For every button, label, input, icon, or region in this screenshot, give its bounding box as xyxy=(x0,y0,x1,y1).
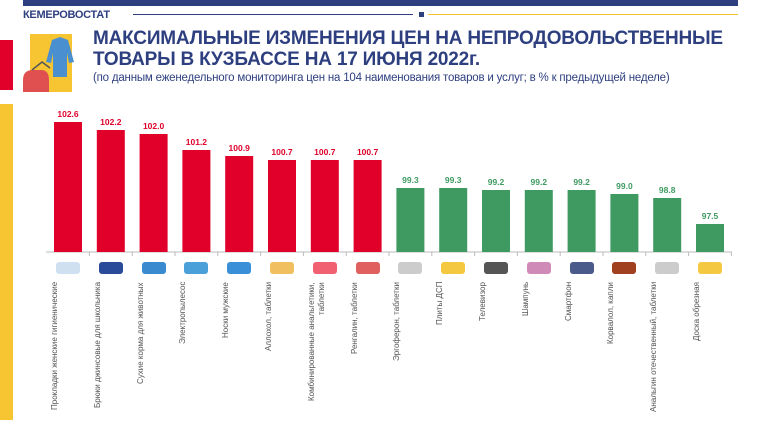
bar xyxy=(524,190,553,252)
category-label: Ренгалин, таблетки xyxy=(349,282,359,354)
pill-pack-icon xyxy=(270,258,294,274)
bar xyxy=(182,150,211,252)
category-label: Телевизор xyxy=(478,282,487,321)
bar xyxy=(54,122,82,252)
sock-icon xyxy=(227,258,252,274)
category-label: Брюки джинсовые для школьника xyxy=(92,282,102,409)
data-label: 101.2 xyxy=(186,137,208,147)
blister-icon xyxy=(655,258,680,274)
category-label: Шампунь xyxy=(520,282,530,317)
divider-square xyxy=(419,12,424,17)
shampoo-icon xyxy=(526,258,551,274)
page-title: МАКСИМАЛЬНЫЕ ИЗМЕНЕНИЯ ЦЕН НА НЕПРОДОВОЛ… xyxy=(93,28,753,70)
board-icon xyxy=(698,258,722,274)
category-label: Аллохол, таблетки xyxy=(264,282,273,352)
blister-icon xyxy=(398,258,423,274)
data-label: 102.6 xyxy=(57,109,79,119)
data-label: 99.3 xyxy=(402,175,419,185)
data-label: 99.0 xyxy=(616,181,633,191)
bar xyxy=(139,134,168,252)
subtitle: (по данным еженедельного мониторинга цен… xyxy=(93,72,670,84)
bar xyxy=(653,198,682,252)
pet-food-bowl-icon xyxy=(141,258,166,274)
board-icon xyxy=(441,258,466,274)
data-label: 102.2 xyxy=(100,117,122,127)
category-label: Плиты ДСП xyxy=(435,282,445,326)
bar xyxy=(567,190,596,252)
jeans-icon xyxy=(98,258,123,274)
bar xyxy=(396,188,425,252)
pill-box-icon xyxy=(355,258,380,274)
data-label: 100.7 xyxy=(357,147,379,157)
category-label: Сухие корма для животных xyxy=(135,282,145,384)
category-label: Анальгин отечественный, таблетки xyxy=(649,282,659,413)
bar xyxy=(439,188,468,252)
data-label: 99.3 xyxy=(445,175,462,185)
data-label: 100.9 xyxy=(229,143,251,153)
category-label: Прокладки женские гигиенические xyxy=(50,282,59,411)
side-accent-yellow xyxy=(0,104,13,420)
divider xyxy=(428,14,738,15)
bar xyxy=(96,130,125,252)
tv-icon xyxy=(484,258,508,274)
bar xyxy=(610,194,639,252)
bar xyxy=(268,160,296,252)
bar xyxy=(482,190,510,252)
data-label: 102.0 xyxy=(143,121,165,131)
data-label: 99.2 xyxy=(531,177,548,187)
title-line: ТОВАРЫ В КУЗБАССЕ НА 17 ИЮНЯ 2022г. xyxy=(93,49,480,70)
bar xyxy=(225,156,254,252)
data-label: 98.8 xyxy=(659,185,676,195)
vacuum-cleaner-icon xyxy=(184,258,209,274)
category-label: Доска обрезная xyxy=(692,282,701,341)
data-label: 100.7 xyxy=(314,147,336,157)
data-label: 100.7 xyxy=(271,147,293,157)
bar xyxy=(310,160,339,252)
pad-icon xyxy=(56,258,80,274)
side-accent-red xyxy=(0,40,13,90)
top-bar xyxy=(23,0,738,6)
bar xyxy=(353,160,382,252)
category-label: Комбинированные анальгетики, таблетки xyxy=(306,282,326,401)
wardrobe-illustration-icon xyxy=(23,34,74,92)
pills-icon xyxy=(312,258,337,274)
org-name: КЕМЕРОВОСТАТ xyxy=(23,9,110,21)
drops-bottle-icon xyxy=(612,258,637,274)
category-label: Носки мужские xyxy=(221,282,231,338)
title-line: МАКСИМАЛЬНЫЕ ИЗМЕНЕНИЯ ЦЕН НА НЕПРОДОВОЛ… xyxy=(93,28,723,49)
smartphone-icon xyxy=(569,258,594,274)
category-label: Смартфон xyxy=(563,282,573,322)
divider xyxy=(133,14,413,15)
category-label: Корвалол, капли xyxy=(606,282,616,344)
category-label: Электропылесос xyxy=(178,282,188,345)
data-label: 97.5 xyxy=(702,211,719,221)
data-label: 99.2 xyxy=(488,177,505,187)
category-label: Эргоферон, таблетки xyxy=(392,282,402,361)
data-label: 99.2 xyxy=(573,177,590,187)
bar xyxy=(696,224,724,252)
